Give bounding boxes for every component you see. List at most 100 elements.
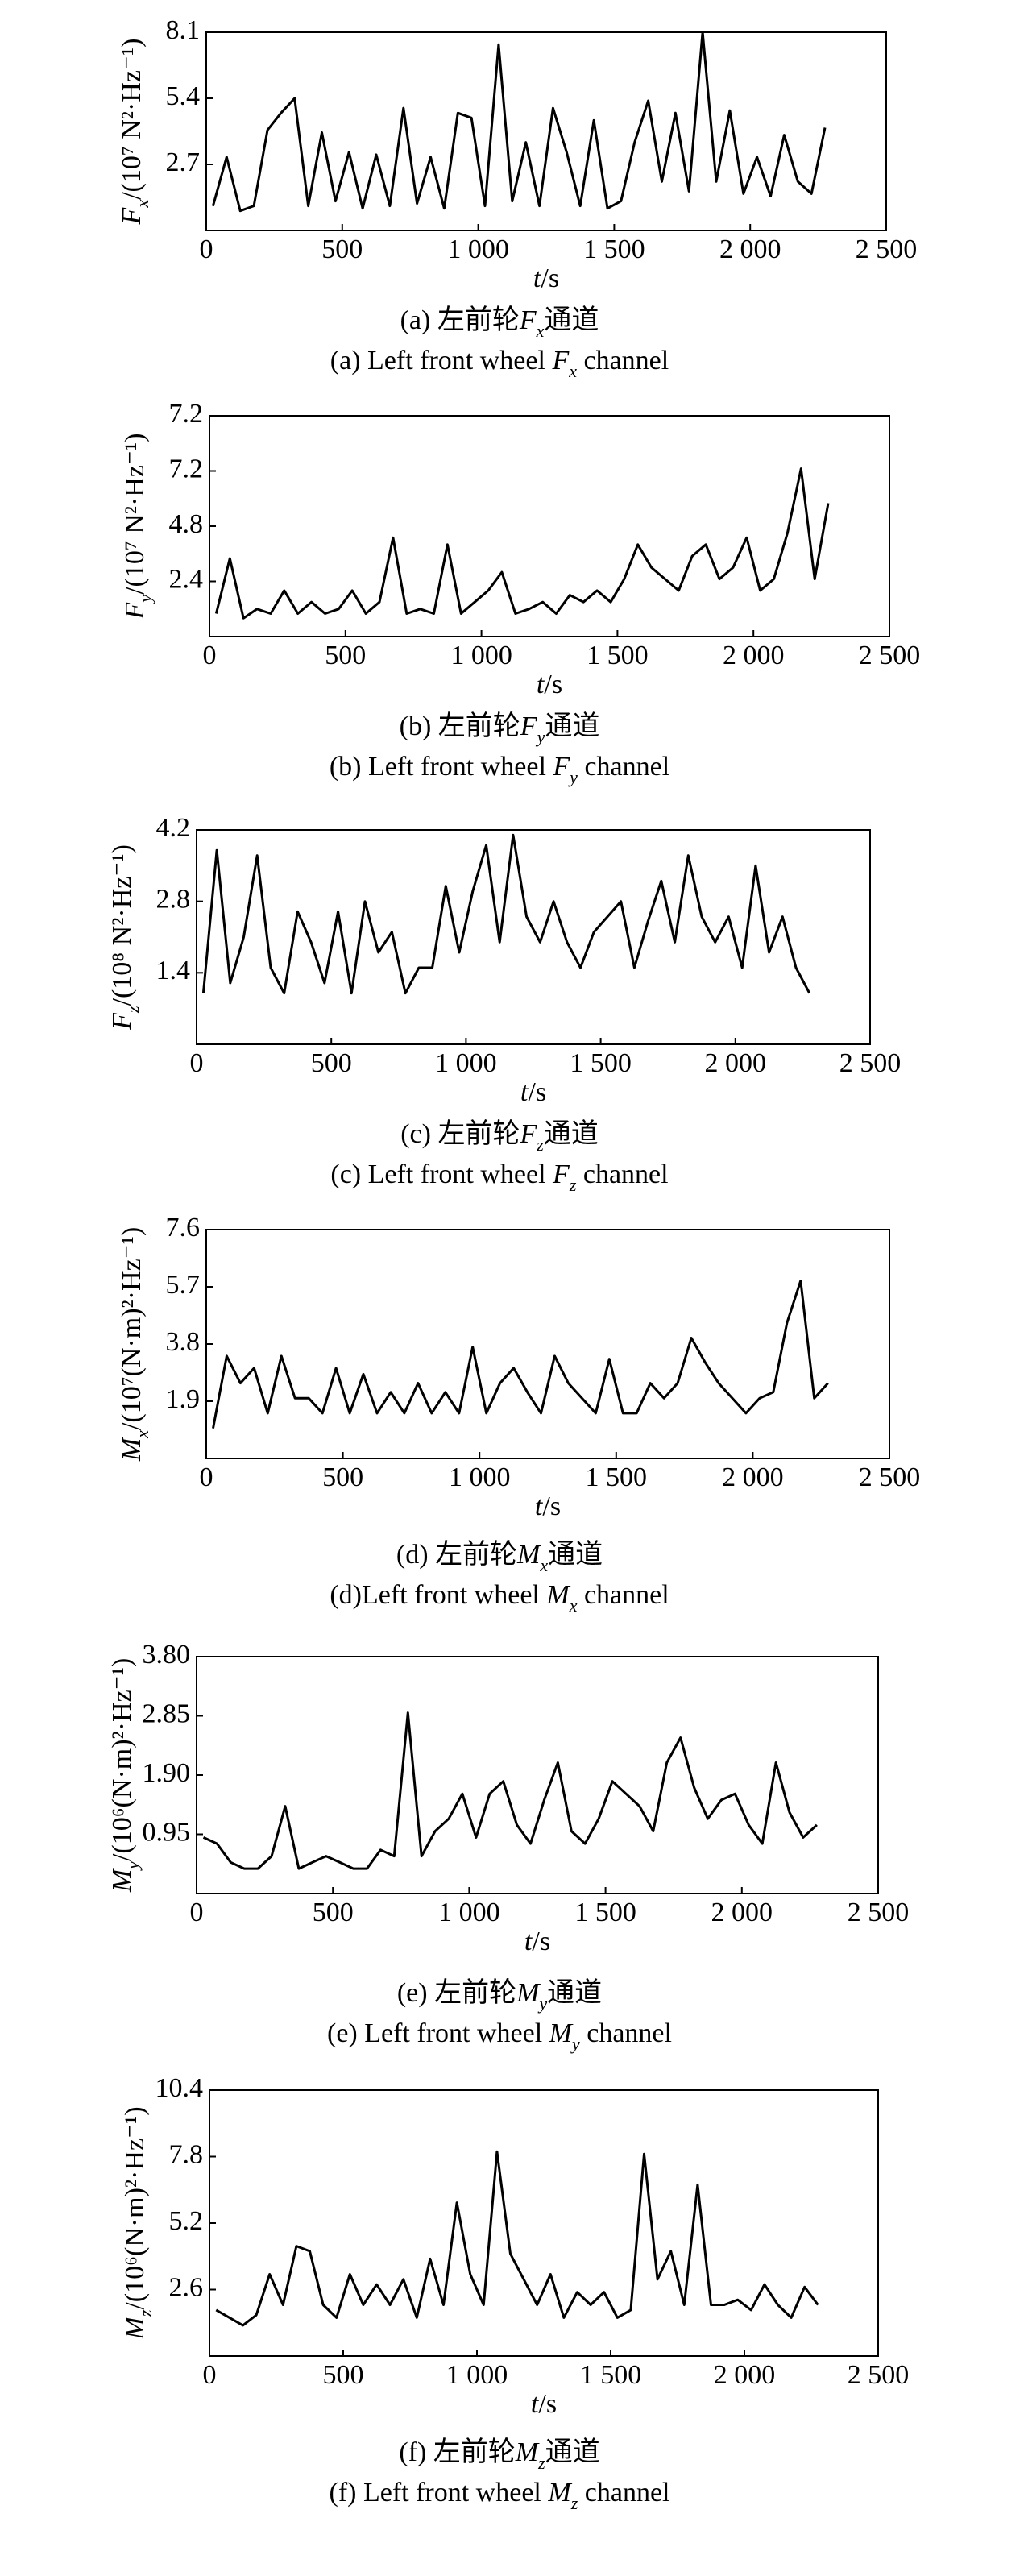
y-axis-label-part: z [122,1006,143,1014]
y-tick-label: 1.90 [143,1758,191,1788]
caption-en: (e) Left front wheel My channel [327,2018,672,2054]
y-tick-label: 1.4 [156,956,191,985]
caption-en-part: (d)Left front wheel [330,1580,546,1610]
x-axis-label-part: /s [528,1077,546,1107]
caption-en-part: y [570,2034,580,2054]
caption-en-part: M [545,1580,570,1610]
x-tick-label: 0 [200,234,213,264]
x-tick-label: 1 000 [438,1898,500,1927]
y-axis-label-part: F [120,601,150,620]
plot-frame [209,2089,879,2357]
caption-cn-part: (f) 左前轮 [399,2437,515,2467]
y-tick-label: 7.2 [169,454,204,483]
y-tick-label: 1.9 [166,1384,201,1414]
y-axis-label-part: /(10⁷(N·m)²·Hz⁻¹) [117,1227,147,1430]
data-line [212,1280,829,1429]
caption-cn: (d) 左前轮Mx通道 [396,1539,603,1575]
y-tick-label: 10.4 [155,2073,204,2103]
x-axis-label-part: /s [541,263,559,293]
caption-en: (b) Left front wheel Fy channel [330,752,669,787]
y-axis-label-part: y [135,595,155,604]
y-axis-label: Fx/(10⁷ N²·Hz⁻¹) [117,39,152,226]
caption-cn-part: z [536,1135,544,1155]
x-tick-label: 2 500 [859,1462,921,1492]
caption-en-part: M [549,2018,574,2048]
caption-cn-part: 通道 [548,1539,603,1570]
caption-cn: (c) 左前轮Fz通道 [400,1118,599,1155]
caption-cn-part: F [519,305,537,335]
caption-en-part: F [551,346,570,375]
y-axis-label-part: /(10⁷ N²·Hz⁻¹) [117,39,147,200]
caption-en-part: channel [576,1159,668,1189]
caption-en-part: y [568,767,578,787]
x-axis-label: t/s [535,1491,561,1521]
caption-en-part: channel [578,752,669,782]
y-tick-label: 2.85 [143,1699,191,1728]
x-tick-label: 2 000 [723,641,785,670]
y-axis-label-part: M [107,1868,137,1893]
caption-en-part: x [568,361,577,381]
x-tick-label: 0 [200,1462,213,1492]
caption-en-part: x [569,1595,578,1616]
x-tick-label: 500 [325,641,366,670]
caption-en-part: (a) Left front wheel [330,346,553,375]
x-tick-label: 500 [322,1462,363,1492]
caption-cn: (a) 左前轮Fx通道 [400,305,599,341]
x-tick-label: 1 000 [447,234,509,264]
caption-cn-part: (c) 左前轮 [400,1118,520,1149]
y-axis-label: My/(10⁶(N·m)²·Hz⁻¹) [107,1658,143,1893]
x-tick-label: 2 000 [705,1048,767,1078]
caption-en: (c) Left front wheel Fz channel [330,1159,668,1195]
x-axis-label: t/s [524,1927,550,1956]
y-tick-label: 4.2 [156,813,191,843]
caption-en: (d)Left front wheel Mx channel [330,1580,669,1616]
y-axis-label-part: y [122,1861,143,1871]
caption-cn-part: 通道 [544,305,599,335]
x-tick-label: 2 500 [839,1048,902,1078]
x-axis-label-part: t [537,670,545,699]
x-axis-label-part: t [520,1077,529,1107]
x-tick-label: 1 000 [435,1048,497,1078]
y-tick-label: 5.4 [166,81,201,111]
x-tick-label: 500 [313,1898,354,1927]
y-axis-label: Mx/(10⁷(N·m)²·Hz⁻¹) [117,1227,152,1462]
x-axis-label-part: /s [532,1927,550,1956]
x-tick-label: 500 [323,2360,364,2390]
caption-cn: (f) 左前轮Mz通道 [399,2437,599,2473]
caption-cn-part: 通道 [544,1118,599,1149]
caption-cn: (e) 左前轮My通道 [397,1977,602,2014]
y-axis-label-part: /(10⁷ N²·Hz⁻¹) [120,433,150,595]
caption-en-part: (f) Left front wheel [330,2478,549,2508]
x-tick-label: 1 500 [587,641,649,670]
caption-cn-part: 通道 [547,1977,602,2008]
x-tick-label: 2 500 [856,234,918,264]
caption-en-part: M [547,2478,572,2508]
y-axis-label-part: /(10⁶(N·m)²·Hz⁻¹) [120,2106,150,2309]
y-tick-label: 0.95 [143,1817,191,1847]
caption-cn-part: M [515,2437,540,2467]
x-tick-label: 1 000 [449,1462,511,1492]
y-axis-label-part: x [132,200,152,209]
caption-en-part: (e) Left front wheel [327,2018,549,2048]
caption-cn: (b) 左前轮Fy通道 [400,711,600,747]
data-line [202,1711,818,1870]
caption-en: (a) Left front wheel Fx channel [330,346,669,381]
y-tick-label: 2.4 [169,564,204,594]
caption-en-part: z [569,1175,577,1195]
caption-cn-part: x [539,1555,548,1575]
x-tick-label: 2 000 [714,2360,776,2390]
x-tick-label: 1 500 [586,1462,648,1492]
x-tick-label: 0 [203,2360,217,2390]
caption-cn-part: y [537,1993,547,2014]
x-tick-label: 1 000 [446,2360,508,2390]
data-line [211,31,827,213]
x-axis-label-part: /s [538,2389,557,2419]
plot-frame [205,31,887,231]
caption-cn-part: (b) 左前轮 [400,711,520,741]
y-axis-label-part: /(10⁸ N²·Hz⁻¹) [107,844,137,1006]
y-axis-label-part: x [132,1430,152,1439]
x-tick-label: 1 000 [450,641,512,670]
plot-frame [205,1229,890,1459]
x-axis-label: t/s [531,2389,557,2419]
caption-cn-part: x [536,321,545,341]
